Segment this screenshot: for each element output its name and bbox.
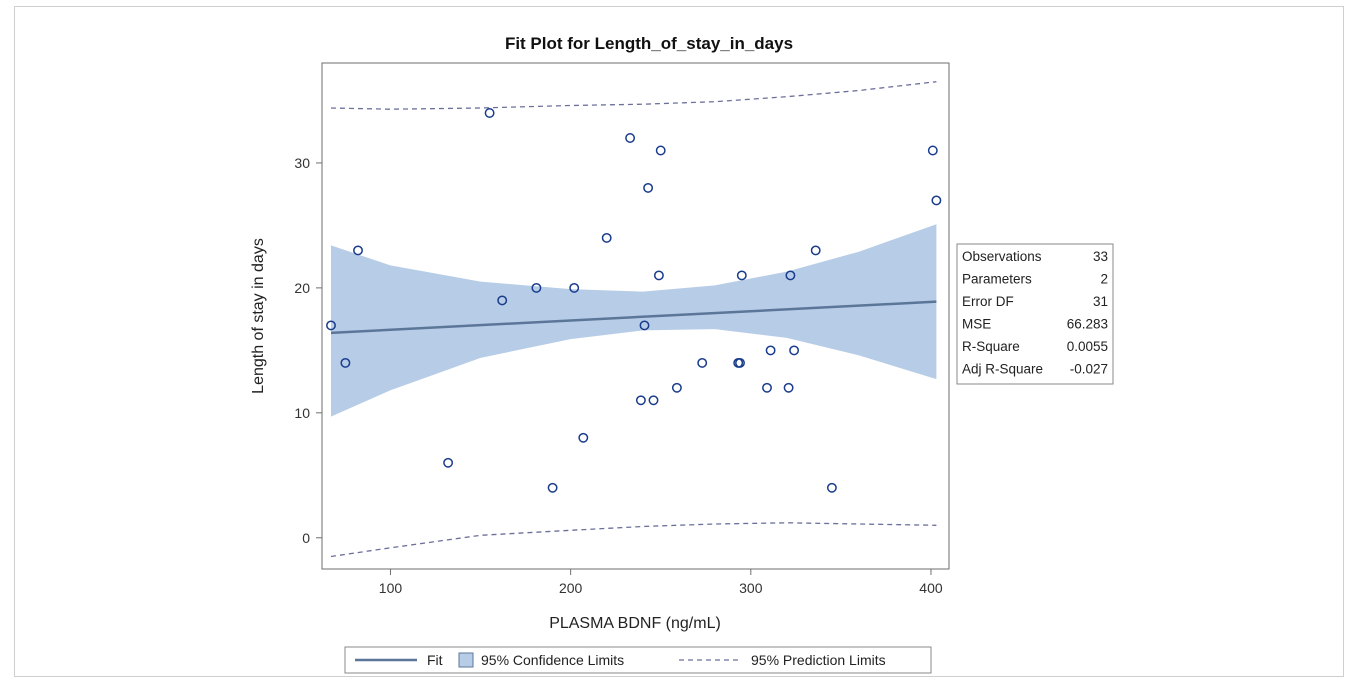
legend: Fit 95% Confidence Limits 95% Prediction L… xyxy=(344,646,932,674)
chart-title: Fit Plot for Length_of_stay_in_days xyxy=(505,34,793,53)
stats-row-label: Adj R-Square xyxy=(962,362,1043,377)
data-point xyxy=(635,395,646,406)
data-point xyxy=(484,108,495,118)
data-point xyxy=(826,482,837,493)
stats-row-value: 66.283 xyxy=(1067,317,1108,332)
x-axis-label: PLASMA BDNF (ng/mL) xyxy=(549,615,721,632)
data-point xyxy=(443,457,454,468)
data-point xyxy=(789,345,800,356)
y-tick-label: 30 xyxy=(294,155,310,171)
data-point xyxy=(765,345,776,356)
y-tick-label: 20 xyxy=(294,280,310,296)
data-point xyxy=(497,295,508,306)
data-point xyxy=(578,432,589,443)
data-point xyxy=(648,395,659,406)
data-point xyxy=(601,232,612,243)
data-point xyxy=(735,357,745,368)
legend-confidence-swatch xyxy=(458,652,474,668)
data-point xyxy=(326,320,336,331)
y-axis-label: Length of stay in days xyxy=(250,238,267,394)
plot-area xyxy=(326,81,942,558)
data-point xyxy=(655,145,666,156)
data-point xyxy=(810,245,821,256)
plot-border xyxy=(321,62,950,570)
data-point xyxy=(340,357,351,368)
data-point xyxy=(762,382,772,393)
stats-row-label: R-Square xyxy=(962,339,1020,354)
data-point xyxy=(783,382,794,393)
x-tick-label: 100 xyxy=(379,580,403,596)
stats-row-label: MSE xyxy=(962,317,991,332)
legend-border xyxy=(344,646,932,674)
legend-label: 95% Prediction Limits xyxy=(751,652,886,668)
data-point xyxy=(931,195,942,206)
x-tick-label: 300 xyxy=(739,580,763,596)
data-point xyxy=(671,382,682,393)
data-point xyxy=(653,270,664,281)
stats-row-value: 0.0055 xyxy=(1067,339,1108,354)
data-point xyxy=(353,245,363,256)
stats-table-border xyxy=(956,243,1114,385)
stats-row-value: 33 xyxy=(1093,249,1108,264)
data-point xyxy=(569,282,580,293)
fit-statistics-table: Observations 33 Parameters 2 Error DF 31 MSE 66… xyxy=(956,243,1114,385)
x-tick-label: 200 xyxy=(559,580,583,596)
data-point xyxy=(643,182,654,193)
data-point xyxy=(639,320,650,331)
fit-plot-chart: Fit Plot for Length_of_stay_in_days 0 10 2… xyxy=(250,34,1114,674)
x-axis: 100 200 300 400 xyxy=(379,569,943,596)
stats-row-value: 2 xyxy=(1100,272,1108,287)
data-point xyxy=(547,482,558,493)
legend-label: Fit xyxy=(427,652,443,668)
stats-row-label: Error DF xyxy=(962,294,1014,309)
confidence-band xyxy=(331,224,937,417)
fit-line xyxy=(330,300,937,335)
stats-row-label: Parameters xyxy=(962,272,1032,287)
x-tick-label: 400 xyxy=(919,580,943,596)
y-axis: 0 10 20 30 xyxy=(294,155,322,546)
data-point xyxy=(785,270,796,281)
data-point xyxy=(736,270,747,281)
data-point xyxy=(927,145,938,156)
data-point xyxy=(625,133,636,143)
prediction-limit-lower xyxy=(330,522,937,558)
stats-row-value: -0.027 xyxy=(1070,362,1108,377)
y-tick-label: 10 xyxy=(294,405,310,421)
y-tick-label: 0 xyxy=(302,530,310,546)
stats-row-label: Observations xyxy=(962,249,1042,264)
stats-row-value: 31 xyxy=(1093,294,1108,309)
prediction-limit-upper xyxy=(330,81,937,110)
legend-label: 95% Confidence Limits xyxy=(481,652,624,668)
data-point xyxy=(531,282,542,293)
chart-frame: Fit Plot for Length_of_stay_in_days 0 10 2… xyxy=(14,6,1344,677)
data-point xyxy=(697,357,708,368)
